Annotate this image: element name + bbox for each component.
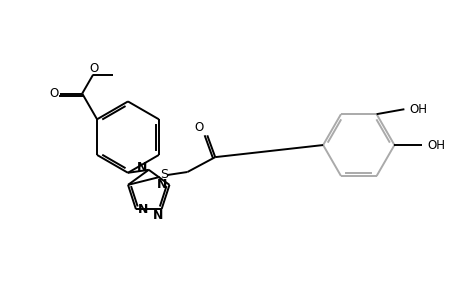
Text: N: N [157,178,168,191]
Text: O: O [194,121,203,134]
Text: N: N [152,209,162,222]
Text: OH: OH [426,139,444,152]
Text: S: S [159,169,168,182]
Text: N: N [136,161,147,174]
Text: O: O [50,87,59,100]
Text: OH: OH [409,103,426,116]
Text: O: O [89,62,99,75]
Text: N: N [137,203,148,216]
